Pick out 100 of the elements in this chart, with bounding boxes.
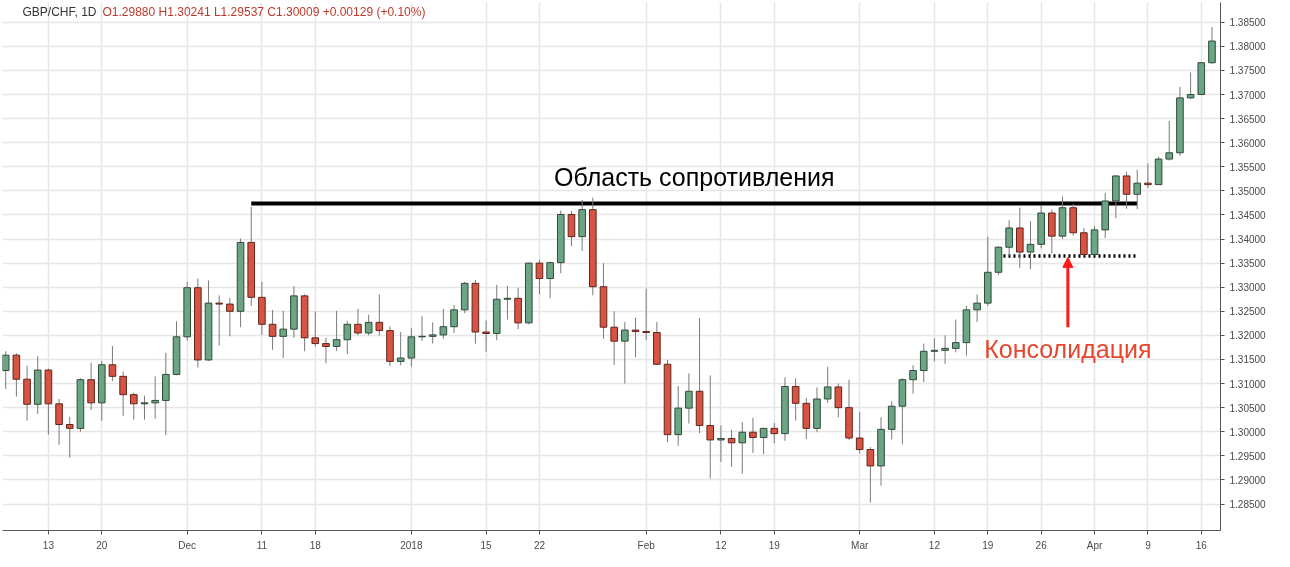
y-tick-label: 1.32500 bbox=[1229, 306, 1267, 318]
y-tick-label: 1.30000 bbox=[1229, 426, 1267, 438]
candlestick bbox=[151, 375, 159, 420]
candlestick bbox=[610, 310, 618, 366]
y-tick-label: 1.29000 bbox=[1229, 474, 1267, 486]
y-tick-label: 1.34000 bbox=[1229, 234, 1267, 246]
x-tick-label: Apr bbox=[1086, 539, 1103, 551]
candlestick bbox=[268, 309, 277, 351]
candlestick bbox=[567, 210, 576, 247]
candlestick bbox=[1208, 26, 1216, 65]
candlestick bbox=[311, 310, 320, 347]
candlestick bbox=[364, 314, 373, 336]
candlestick bbox=[951, 318, 960, 353]
candlestick bbox=[941, 334, 949, 365]
x-tick-label: 18 bbox=[309, 539, 322, 551]
y-tick-label: 1.35000 bbox=[1229, 185, 1267, 197]
candlestick bbox=[621, 321, 629, 385]
candlestick bbox=[375, 293, 384, 336]
y-tick-label: 1.31000 bbox=[1229, 378, 1267, 390]
y-tick-label: 1.33500 bbox=[1229, 258, 1267, 270]
candlestick bbox=[226, 297, 234, 337]
candlestick bbox=[866, 446, 875, 504]
candlestick bbox=[428, 321, 437, 345]
candlestick bbox=[129, 392, 138, 421]
candlestick bbox=[2, 350, 10, 390]
x-tick-label: 16 bbox=[1195, 539, 1208, 551]
x-tick-label: 19 bbox=[982, 539, 994, 551]
x-tick-label: 11 bbox=[256, 539, 268, 551]
x-tick-label: 15 bbox=[480, 539, 493, 551]
candlestick bbox=[823, 366, 832, 404]
candlestick bbox=[834, 383, 843, 418]
y-tick-label: 1.30500 bbox=[1229, 402, 1267, 414]
candlestick bbox=[482, 319, 490, 353]
x-tick-label: 12 bbox=[928, 539, 941, 551]
y-tick-label: 1.38000 bbox=[1229, 41, 1267, 53]
candlestick bbox=[55, 398, 63, 446]
candlestick bbox=[279, 310, 288, 359]
y-tick-label: 1.34500 bbox=[1229, 209, 1267, 221]
candlestick bbox=[1005, 219, 1013, 257]
x-tick-label: 12 bbox=[715, 539, 727, 551]
candlestick bbox=[738, 421, 747, 475]
candlestick bbox=[407, 327, 416, 368]
candlestick bbox=[631, 317, 640, 358]
candlestick bbox=[322, 337, 330, 364]
candlestick bbox=[930, 337, 939, 362]
candlestick bbox=[685, 372, 693, 425]
y-tick-label: 1.38500 bbox=[1229, 17, 1267, 29]
x-tick-label: 13 bbox=[42, 539, 55, 551]
y-tick-label: 1.28500 bbox=[1229, 499, 1267, 510]
candlestick bbox=[717, 424, 725, 463]
candlestick bbox=[140, 395, 149, 421]
y-tick-label: 1.35500 bbox=[1229, 161, 1267, 173]
candlestick bbox=[706, 374, 715, 479]
candlestick bbox=[215, 294, 224, 347]
x-tick-label: Dec bbox=[178, 539, 197, 551]
candlestick bbox=[1165, 120, 1174, 162]
candlestick bbox=[396, 331, 405, 366]
candlestick bbox=[439, 308, 448, 340]
candlestick bbox=[343, 320, 352, 355]
candlestick bbox=[108, 345, 117, 382]
candlestick bbox=[791, 377, 800, 422]
candlestick bbox=[973, 293, 981, 323]
candlestick bbox=[855, 411, 864, 454]
annotation: Консолидация bbox=[984, 335, 1152, 364]
candlestick bbox=[909, 364, 917, 395]
candlestick bbox=[1133, 169, 1142, 210]
x-tick-label: 22 bbox=[533, 539, 546, 551]
candlestick bbox=[1122, 171, 1131, 210]
y-tick-label: 1.37000 bbox=[1229, 89, 1267, 101]
candlestick bbox=[450, 304, 458, 334]
y-tick-label: 1.37500 bbox=[1229, 65, 1267, 77]
x-tick-label: 20 bbox=[96, 539, 108, 551]
x-tick-label: 2018 bbox=[400, 539, 423, 551]
x-tick-label: 26 bbox=[1035, 539, 1048, 551]
y-tick-label: 1.33000 bbox=[1229, 282, 1267, 294]
candlestick bbox=[887, 400, 896, 440]
candlestick bbox=[1026, 220, 1035, 270]
candlestick bbox=[727, 429, 736, 468]
candlestick bbox=[1186, 71, 1195, 100]
candlestick bbox=[354, 308, 362, 336]
candlestick bbox=[87, 362, 95, 411]
candlestick bbox=[749, 417, 757, 454]
candlestick bbox=[642, 288, 650, 341]
annotation: Область сопротивления bbox=[554, 163, 835, 192]
chart-subtitle: O1.29880 H1.30241 L1.29537 C1.30009 +0.00129 (+0.10%) bbox=[102, 4, 426, 19]
x-tick-label: Feb bbox=[637, 539, 656, 551]
candlestick bbox=[759, 427, 768, 455]
candlestick bbox=[546, 261, 554, 299]
candlestick bbox=[1048, 209, 1056, 254]
candlestick bbox=[535, 259, 544, 295]
y-tick-label: 1.36000 bbox=[1229, 137, 1267, 149]
chart-title: GBP/CHF, 1D bbox=[22, 4, 97, 19]
x-tick-label: 19 bbox=[768, 539, 781, 551]
y-tick-label: 1.31500 bbox=[1229, 354, 1267, 366]
candlestick bbox=[919, 343, 928, 383]
candlestick bbox=[770, 422, 779, 444]
y-tick-label: 1.36500 bbox=[1229, 113, 1267, 125]
x-tick-label: Mar bbox=[851, 539, 869, 551]
candlestick bbox=[503, 285, 512, 320]
y-tick-label: 1.29500 bbox=[1229, 450, 1267, 462]
